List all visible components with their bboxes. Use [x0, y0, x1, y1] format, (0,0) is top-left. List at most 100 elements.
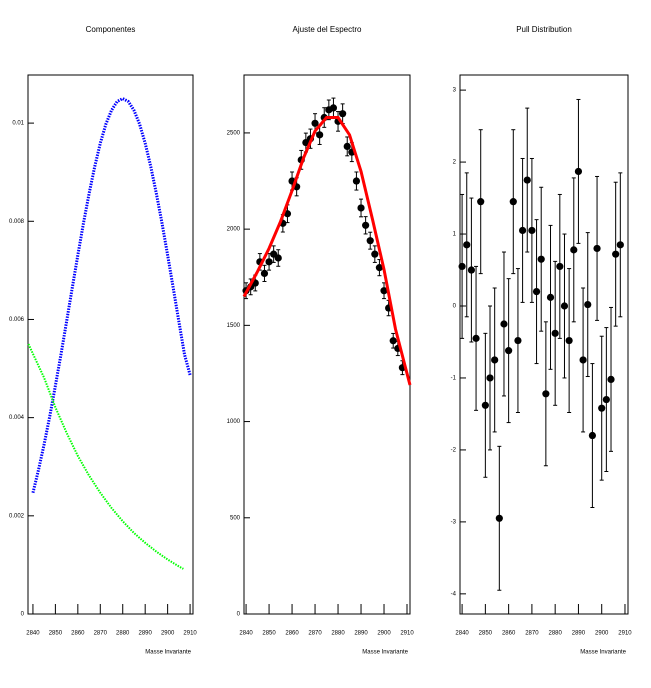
x-tick-label: 2870 — [308, 631, 322, 637]
data-point — [602, 395, 610, 404]
data-point — [612, 250, 620, 258]
y-tick-label: -3 — [451, 519, 457, 525]
data-point — [352, 177, 361, 185]
panel-title: Ajuste del Espectro — [293, 25, 362, 34]
data-point — [274, 254, 282, 262]
component-curve — [31, 96, 192, 494]
data-point — [616, 241, 624, 249]
data-point — [532, 288, 541, 296]
data-point — [362, 221, 370, 229]
x-axis-label: Masse Invariante — [580, 650, 626, 656]
x-tick-label: 2850 — [479, 631, 493, 637]
data-point — [486, 374, 494, 382]
y-tick-label: 2 — [453, 160, 457, 166]
data-point — [371, 250, 379, 258]
data-point — [588, 431, 596, 440]
y-tick-label: 0.002 — [9, 513, 25, 519]
data-point — [607, 375, 615, 384]
data-point — [366, 237, 374, 245]
x-tick-label: 2890 — [354, 631, 368, 637]
data-point — [472, 334, 480, 342]
data-point — [528, 226, 536, 235]
y-tick-label: 0 — [21, 612, 25, 618]
component-curve — [27, 343, 184, 570]
x-tick-label: 2900 — [595, 631, 609, 637]
x-tick-label: 2870 — [94, 631, 108, 637]
x-tick-label: 2840 — [26, 631, 40, 637]
data-point — [316, 131, 324, 139]
data-point — [560, 302, 569, 310]
x-tick-label: 2850 — [49, 631, 63, 637]
x-tick-label: 2860 — [502, 631, 516, 637]
data-point — [537, 255, 545, 263]
x-tick-label: 2840 — [455, 631, 469, 637]
panel-title: Componentes — [86, 25, 136, 34]
y-tick-label: -1 — [451, 376, 457, 382]
y-tick-label: -4 — [451, 591, 457, 597]
plot-frame — [459, 74, 629, 615]
data-point — [491, 356, 499, 364]
data-point — [542, 390, 550, 398]
data-point — [477, 198, 485, 206]
y-tick-label: 0.01 — [12, 121, 24, 127]
x-axis-label: Masse Invariante — [362, 650, 408, 656]
data-point — [329, 104, 338, 112]
data-point — [357, 204, 365, 212]
data-point — [505, 347, 513, 355]
data-point — [481, 401, 489, 409]
data-point — [380, 287, 388, 295]
x-tick-label: 2880 — [116, 631, 130, 637]
x-tick-label: 2900 — [161, 631, 175, 637]
y-tick-label: 0.008 — [9, 219, 25, 225]
data-point — [556, 262, 564, 271]
x-axis-label: Masse Invariante — [145, 650, 191, 656]
data-point — [598, 404, 606, 412]
data-point — [579, 356, 587, 364]
data-point — [523, 176, 531, 184]
data-point — [565, 336, 573, 345]
data-point — [463, 241, 471, 249]
data-point — [584, 300, 592, 309]
x-tick-label: 2910 — [183, 631, 197, 637]
y-tick-label: 500 — [230, 515, 241, 521]
y-tick-label: 3 — [453, 88, 457, 94]
data-point — [343, 142, 351, 150]
x-tick-label: 2910 — [400, 631, 414, 637]
data-point — [260, 269, 269, 277]
y-tick-label: 1 — [453, 232, 457, 238]
y-tick-label: 0.006 — [9, 317, 25, 323]
data-point — [311, 119, 319, 127]
data-point — [339, 110, 347, 118]
x-tick-label: 2860 — [71, 631, 85, 637]
data-point — [467, 266, 476, 274]
x-tick-label: 2850 — [262, 631, 276, 637]
data-point — [551, 329, 559, 337]
plot-frame — [243, 74, 411, 615]
data-point — [574, 167, 583, 176]
data-point — [546, 293, 555, 301]
y-tick-label: -2 — [451, 448, 457, 454]
y-tick-label: 0 — [453, 304, 457, 310]
y-tick-label: 0 — [237, 612, 241, 618]
panel-title: Pull Distribution — [516, 25, 572, 34]
data-point — [518, 226, 527, 235]
data-point — [593, 244, 601, 253]
x-tick-label: 2880 — [331, 631, 345, 637]
data-point — [389, 337, 397, 345]
x-tick-label: 2890 — [139, 631, 153, 637]
y-tick-label: 1000 — [227, 419, 241, 425]
y-tick-label: 0.004 — [9, 415, 25, 421]
x-tick-label: 2900 — [377, 631, 391, 637]
data-point — [458, 262, 466, 271]
data-point — [514, 336, 522, 345]
data-point — [495, 514, 503, 522]
x-tick-label: 2890 — [572, 631, 586, 637]
y-tick-label: 2000 — [227, 227, 241, 233]
x-tick-label: 2880 — [548, 631, 562, 637]
fit-curve — [242, 116, 412, 386]
x-tick-label: 2870 — [525, 631, 539, 637]
y-tick-label: 2500 — [227, 130, 241, 136]
x-tick-label: 2840 — [239, 631, 253, 637]
